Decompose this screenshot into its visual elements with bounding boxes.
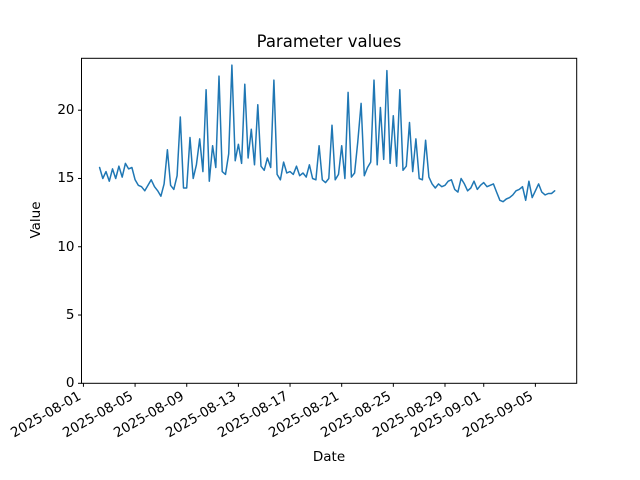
y-tick-label: 20 — [57, 102, 75, 119]
y-tick-label: 5 — [65, 307, 75, 324]
value-line — [98, 64, 556, 203]
y-tick-label: 0 — [65, 375, 75, 392]
y-tick-label: 15 — [57, 170, 75, 187]
y-tick-label: 10 — [57, 238, 75, 255]
x-axis-label: Date — [312, 449, 346, 465]
chart-title: Parameter values — [256, 32, 402, 51]
y-axis-label: Value — [28, 201, 44, 239]
axes-frame — [81, 57, 578, 384]
